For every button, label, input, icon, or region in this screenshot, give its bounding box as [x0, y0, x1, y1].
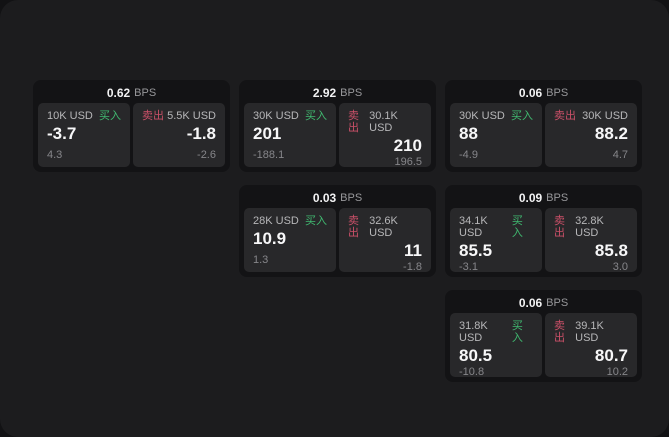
- card-header: 0.06 BPS: [450, 83, 637, 103]
- sell-change: -2.6: [197, 149, 216, 161]
- buy-amount: 30K USD: [253, 110, 299, 122]
- bps-value: 0.06: [518, 86, 543, 100]
- buy-tile[interactable]: 34.1K USD 买入 85.5 -3.1: [450, 208, 542, 273]
- buy-change: 4.3: [47, 149, 63, 161]
- buy-amount: 10K USD: [47, 110, 93, 122]
- spread-card-5: 0.09 BPS 34.1K USD 买入 85.5 -3.1 卖出 32.8K…: [445, 185, 642, 277]
- sell-tile[interactable]: 卖出 5.5K USD -1.8 -2.6: [133, 103, 225, 167]
- bps-unit-label: BPS: [340, 192, 363, 204]
- sell-change: 10.2: [606, 366, 628, 378]
- sell-tile[interactable]: 卖出 30K USD 88.2 4.7: [545, 103, 637, 167]
- sell-change: 3.0: [612, 261, 628, 273]
- bps-value: 0.62: [106, 86, 131, 100]
- buy-tile[interactable]: 31.8K USD 买入 80.5 -10.8: [450, 313, 542, 378]
- sell-amount: 32.6K USD: [369, 215, 398, 239]
- spread-card-4: 0.03 BPS 28K USD 买入 10.9 1.3 卖出 32.6K US…: [239, 185, 436, 277]
- sell-tile[interactable]: 卖出 32.6K USD 11 -1.8: [339, 208, 431, 273]
- sell-price: 80.7: [594, 346, 628, 365]
- card-header: 2.92 BPS: [244, 83, 431, 103]
- buy-amount: 31.8K USD: [459, 320, 488, 344]
- bps-unit-label: BPS: [134, 87, 157, 99]
- bps-value: 0.06: [518, 296, 543, 310]
- buy-change: -4.9: [459, 149, 478, 161]
- buy-tile[interactable]: 30K USD 买入 88 -4.9: [450, 103, 542, 167]
- sell-tile[interactable]: 卖出 32.8K USD 85.8 3.0: [545, 208, 637, 273]
- buy-side-label: 买入: [511, 110, 533, 122]
- bps-value: 2.92: [312, 86, 337, 100]
- sell-change: -1.8: [403, 261, 422, 273]
- sell-tile[interactable]: 卖出 30.1K USD 210 196.5: [339, 103, 431, 168]
- sell-amount: 5.5K USD: [167, 110, 216, 122]
- spread-card-1: 0.62 BPS 10K USD 买入 -3.7 4.3 卖出 5.5K USD…: [33, 80, 230, 172]
- sell-amount: 32.8K USD: [575, 215, 604, 239]
- card-header: 0.06 BPS: [450, 293, 637, 313]
- buy-tile[interactable]: 28K USD 买入 10.9 1.3: [244, 208, 336, 272]
- bps-value: 0.09: [518, 191, 543, 205]
- buy-price: 85.5: [459, 241, 493, 260]
- buy-change: -188.1: [253, 149, 285, 161]
- buy-price: 201: [253, 124, 282, 143]
- bps-unit-label: BPS: [340, 87, 363, 99]
- sell-side-label: 卖出: [142, 110, 164, 122]
- buy-price: 10.9: [253, 229, 287, 248]
- sell-amount: 30.1K USD: [369, 110, 398, 134]
- buy-price: 88: [459, 124, 478, 143]
- spread-card-2: 2.92 BPS 30K USD 买入 201 -188.1 卖出 30.1K …: [239, 80, 436, 172]
- sell-side-label: 卖出: [554, 320, 565, 344]
- spread-card-6: 0.06 BPS 31.8K USD 买入 80.5 -10.8 卖出 39.1…: [445, 290, 642, 382]
- bps-value: 0.03: [312, 191, 337, 205]
- sell-price: 11: [404, 241, 422, 260]
- buy-side-label: 买入: [305, 110, 327, 122]
- sell-side-label: 卖出: [348, 215, 359, 239]
- sell-side-label: 卖出: [554, 110, 576, 122]
- sell-change: 4.7: [612, 149, 628, 161]
- buy-side-label: 买入: [511, 215, 523, 239]
- buy-change: -3.1: [459, 261, 478, 273]
- sell-price: 88.2: [594, 124, 628, 143]
- spread-card-3: 0.06 BPS 30K USD 买入 88 -4.9 卖出 30K USD 8…: [445, 80, 642, 172]
- card-header: 0.03 BPS: [244, 188, 431, 208]
- sell-side-label: 卖出: [554, 215, 565, 239]
- sell-price: 85.8: [594, 241, 628, 260]
- sell-tile[interactable]: 卖出 39.1K USD 80.7 10.2: [545, 313, 637, 378]
- buy-amount: 28K USD: [253, 215, 299, 227]
- buy-change: 1.3: [253, 254, 269, 266]
- sell-price: -1.8: [186, 124, 216, 143]
- buy-amount: 30K USD: [459, 110, 505, 122]
- sell-amount: 39.1K USD: [575, 320, 604, 344]
- sell-price: 210: [393, 136, 422, 155]
- card-header: 0.09 BPS: [450, 188, 637, 208]
- card-header: 0.62 BPS: [38, 83, 225, 103]
- buy-change: -10.8: [459, 366, 485, 378]
- buy-side-label: 买入: [99, 110, 121, 122]
- sell-change: 196.5: [394, 156, 422, 168]
- bps-unit-label: BPS: [546, 297, 569, 309]
- buy-price: -3.7: [47, 124, 77, 143]
- bps-unit-label: BPS: [546, 87, 569, 99]
- buy-price: 80.5: [459, 346, 493, 365]
- buy-side-label: 买入: [511, 320, 523, 344]
- buy-tile[interactable]: 30K USD 买入 201 -188.1: [244, 103, 336, 167]
- bps-unit-label: BPS: [546, 192, 569, 204]
- buy-tile[interactable]: 10K USD 买入 -3.7 4.3: [38, 103, 130, 167]
- sell-side-label: 卖出: [348, 110, 359, 134]
- sell-amount: 30K USD: [582, 110, 628, 122]
- buy-amount: 34.1K USD: [459, 215, 488, 239]
- buy-side-label: 买入: [305, 215, 327, 227]
